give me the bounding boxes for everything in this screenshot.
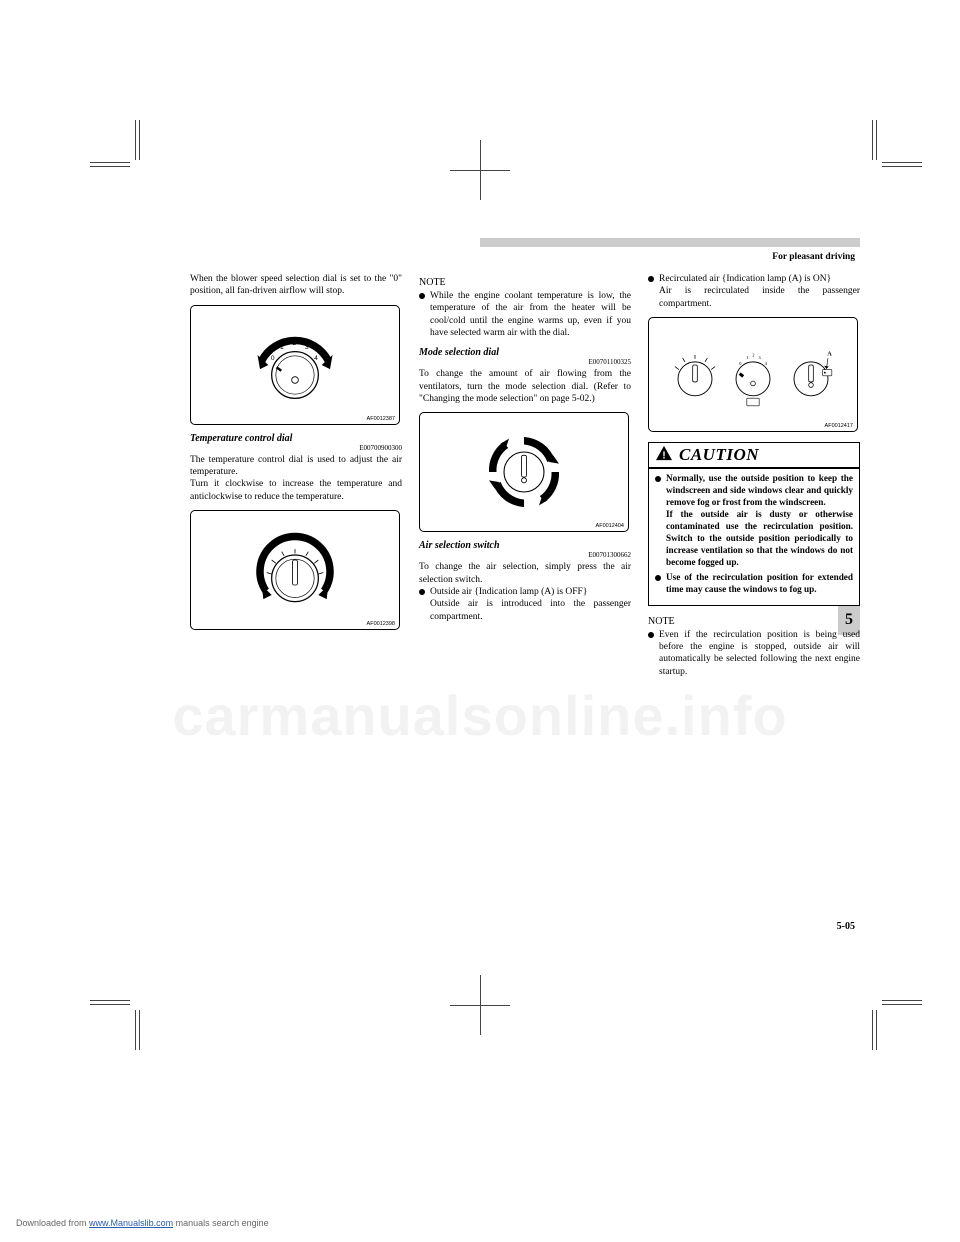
svg-text:A: A xyxy=(827,351,832,357)
temp-dial-icon xyxy=(245,520,345,620)
heading-mode-dial: Mode selection dial xyxy=(419,347,631,358)
figure-temp-dial: AF0012398 xyxy=(190,510,400,630)
svg-text:0: 0 xyxy=(739,361,742,366)
crop-mark xyxy=(135,1010,140,1050)
svg-text:1: 1 xyxy=(280,344,284,351)
note-label: NOTE xyxy=(648,616,860,627)
list-item: Use of the recirculation position for ex… xyxy=(666,572,853,596)
figure-caption: AF0012404 xyxy=(596,523,624,529)
column-2: NOTE While the engine coolant temperatur… xyxy=(419,273,631,681)
svg-text:4: 4 xyxy=(765,361,768,366)
svg-text:3: 3 xyxy=(305,344,309,351)
body-text: Turn it clockwise to increase the temper… xyxy=(190,478,402,503)
crop-mark xyxy=(872,120,877,160)
footer-suffix: manuals search engine xyxy=(173,1218,269,1228)
crop-mark xyxy=(882,162,922,167)
body-text: The temperature control dial is used to … xyxy=(190,454,402,479)
list-item: Outside air {Indication lamp (A) is OFF}… xyxy=(430,586,631,623)
crop-mark xyxy=(872,1010,877,1050)
caution-header: ! CAUTION xyxy=(649,443,859,468)
page-content: When the blower speed selection dial is … xyxy=(190,273,860,913)
small-dial-icon: A xyxy=(784,340,838,410)
mode-dial-icon xyxy=(474,422,574,522)
svg-text:4: 4 xyxy=(314,355,318,362)
list-item-line1: Outside air {Indication lamp (A) is OFF} xyxy=(430,587,587,597)
crop-mark xyxy=(90,1000,130,1005)
caution-label: CAUTION xyxy=(679,445,759,465)
crop-mark xyxy=(90,162,130,167)
column-3: Recirculated air {Indication lamp (A) is… xyxy=(648,273,860,681)
note-list: Even if the recirculation position is be… xyxy=(648,629,860,678)
body-text: To change the air selection, simply pres… xyxy=(419,561,631,586)
figure-caption: AF0012417 xyxy=(825,423,853,429)
ref-code: E00700900300 xyxy=(190,444,402,452)
list-item-line2: Air is recirculated inside the passenger… xyxy=(659,286,860,308)
caution-text-1a: Normally, use the outside position to ke… xyxy=(666,473,853,507)
caution-box: ! CAUTION Normally, use the outside posi… xyxy=(648,442,860,606)
list-item: Normally, use the outside position to ke… xyxy=(666,473,853,569)
list-item: While the engine coolant temperature is … xyxy=(430,290,631,339)
registration-mark xyxy=(450,975,510,1035)
intro-text: When the blower speed selection dial is … xyxy=(190,273,402,298)
crop-mark xyxy=(882,1000,922,1005)
page-header-title: For pleasant driving xyxy=(772,252,855,262)
small-dial-icon xyxy=(668,340,722,410)
note-list: While the engine coolant temperature is … xyxy=(419,290,631,339)
note-label: NOTE xyxy=(419,277,631,288)
body-text: To change the amount of air flowing from… xyxy=(419,368,631,405)
ref-code: E00701100325 xyxy=(419,358,631,366)
svg-text:1: 1 xyxy=(746,354,749,359)
figure-triple-dial: 01234 A AF0012417 xyxy=(648,317,858,432)
ref-code: E00701300662 xyxy=(419,551,631,559)
svg-text:0: 0 xyxy=(271,355,275,362)
svg-text:!: ! xyxy=(662,450,665,461)
footer-download-line: Downloaded from www.Manualslib.com manua… xyxy=(16,1218,269,1228)
air-list: Outside air {Indication lamp (A) is OFF}… xyxy=(419,586,631,623)
figure-caption: AF0012398 xyxy=(367,621,395,627)
svg-text:3: 3 xyxy=(758,354,761,359)
registration-mark xyxy=(450,140,510,200)
crop-mark xyxy=(135,120,140,160)
list-item-line1: Recirculated air {Indication lamp (A) is… xyxy=(659,274,831,284)
blower-dial-icon: 0 1 2 3 4 xyxy=(245,315,345,415)
header-bar xyxy=(480,238,860,247)
air-list-cont: Recirculated air {Indication lamp (A) is… xyxy=(648,273,860,310)
footer-link[interactable]: www.Manualslib.com xyxy=(89,1218,173,1228)
svg-text:2: 2 xyxy=(752,352,755,357)
caution-text-1b: If the outside air is dusty or otherwise… xyxy=(666,509,853,567)
list-item-line2: Outside air is introduced into the passe… xyxy=(430,599,631,621)
footer-prefix: Downloaded from xyxy=(16,1218,89,1228)
figure-caption: AF0012387 xyxy=(367,416,395,422)
svg-text:2: 2 xyxy=(293,340,297,347)
column-1: When the blower speed selection dial is … xyxy=(190,273,402,681)
figure-mode-dial: AF0012404 xyxy=(419,412,629,532)
figure-blower-dial: 0 1 2 3 4 AF0012387 xyxy=(190,305,400,425)
list-item: Recirculated air {Indication lamp (A) is… xyxy=(659,273,860,310)
caution-body: Normally, use the outside position to ke… xyxy=(649,468,859,605)
heading-temp-dial: Temperature control dial xyxy=(190,433,402,444)
list-item: Even if the recirculation position is be… xyxy=(659,629,860,678)
warning-icon: ! xyxy=(655,445,673,465)
heading-air-switch: Air selection switch xyxy=(419,540,631,551)
page-number: 5-05 xyxy=(837,921,855,932)
small-dial-icon: 01234 xyxy=(726,340,780,410)
